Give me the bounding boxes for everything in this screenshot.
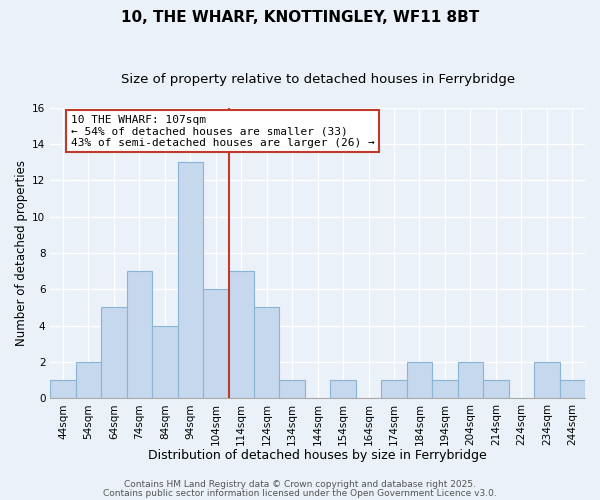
Text: 10 THE WHARF: 107sqm
← 54% of detached houses are smaller (33)
43% of semi-detac: 10 THE WHARF: 107sqm ← 54% of detached h… bbox=[71, 115, 374, 148]
Bar bbox=[280, 380, 305, 398]
Bar bbox=[407, 362, 432, 399]
Bar bbox=[254, 308, 280, 398]
Bar bbox=[229, 271, 254, 398]
Bar bbox=[178, 162, 203, 398]
Bar bbox=[127, 271, 152, 398]
Bar bbox=[203, 290, 229, 399]
Bar bbox=[432, 380, 458, 398]
Title: Size of property relative to detached houses in Ferrybridge: Size of property relative to detached ho… bbox=[121, 72, 515, 86]
Bar bbox=[483, 380, 509, 398]
Bar bbox=[331, 380, 356, 398]
Bar bbox=[560, 380, 585, 398]
Bar bbox=[76, 362, 101, 399]
Bar bbox=[381, 380, 407, 398]
X-axis label: Distribution of detached houses by size in Ferrybridge: Distribution of detached houses by size … bbox=[148, 450, 487, 462]
Y-axis label: Number of detached properties: Number of detached properties bbox=[15, 160, 28, 346]
Text: Contains public sector information licensed under the Open Government Licence v3: Contains public sector information licen… bbox=[103, 488, 497, 498]
Bar bbox=[534, 362, 560, 399]
Bar bbox=[101, 308, 127, 398]
Bar bbox=[50, 380, 76, 398]
Bar bbox=[458, 362, 483, 399]
Text: Contains HM Land Registry data © Crown copyright and database right 2025.: Contains HM Land Registry data © Crown c… bbox=[124, 480, 476, 489]
Bar bbox=[152, 326, 178, 398]
Text: 10, THE WHARF, KNOTTINGLEY, WF11 8BT: 10, THE WHARF, KNOTTINGLEY, WF11 8BT bbox=[121, 10, 479, 25]
